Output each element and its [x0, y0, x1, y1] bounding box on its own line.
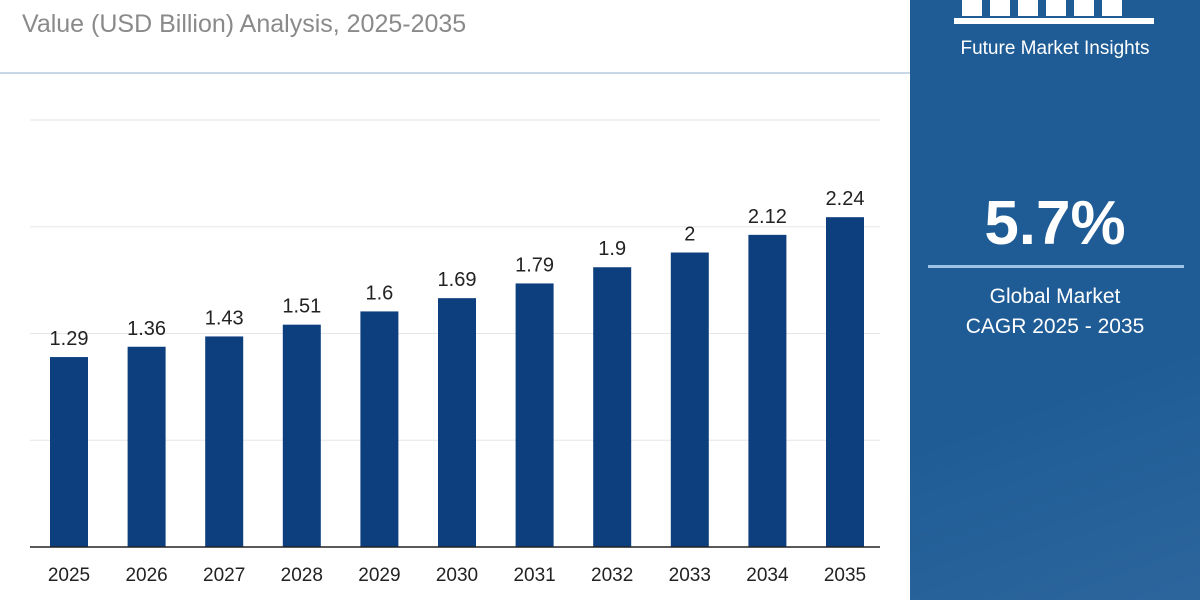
x-tick-2028: 2028 [281, 565, 323, 586]
chart-subtitle: Value (USD Billion) Analysis, 2025-2035 [22, 10, 467, 38]
x-tick-2033: 2033 [669, 565, 711, 586]
x-tick-2035: 2035 [824, 565, 866, 586]
data-label-2029: 1.6 [365, 282, 393, 304]
x-tick-2034: 2034 [746, 565, 789, 586]
x-tick-2032: 2032 [591, 565, 633, 586]
x-tick-2031: 2031 [513, 565, 555, 586]
bar-2029 [360, 311, 399, 547]
bar-2031 [515, 283, 554, 547]
cagr-label-line2: CAGR 2025 - 2035 [965, 315, 1145, 338]
bar-2034 [748, 234, 787, 548]
panel-texture [910, 340, 1200, 600]
bar-2035 [826, 217, 864, 547]
bar-2026 [127, 346, 166, 547]
cagr-panel: Future Market Insights 5.7% Global Marke… [910, 0, 1200, 600]
brand-name: Future Market Insights [960, 38, 1150, 59]
data-label-2025: 1.29 [50, 328, 89, 350]
header-divider [0, 72, 910, 74]
cagr-label-line1: Global Market [989, 285, 1121, 308]
bar-columns-logo-icon [954, 0, 1154, 24]
bar-2032 [593, 267, 632, 547]
data-label-2027: 1.43 [205, 307, 244, 329]
data-label-2032: 1.9 [598, 238, 626, 260]
x-tick-2026: 2026 [125, 565, 167, 586]
data-label-2028: 1.51 [282, 296, 321, 318]
x-tick-2025: 2025 [48, 565, 90, 586]
cagr-label: Global Market CAGR 2025 - 2035 [910, 282, 1200, 342]
bar-2027 [205, 336, 244, 547]
data-label-2026: 1.36 [127, 318, 166, 340]
data-label-2031: 1.79 [515, 254, 554, 276]
x-tick-2029: 2029 [358, 565, 400, 586]
data-label-2030: 1.69 [438, 269, 477, 291]
bar-chart: 1.29 1.36 1.431.511.61.691.791.922.122.24 … [30, 119, 880, 586]
bar-2033 [670, 252, 709, 547]
data-label-2035: 2.24 [826, 188, 865, 210]
x-tick-2030: 2030 [436, 565, 478, 586]
data-label-2033: 2 [684, 224, 695, 246]
data-labels: 1.29 1.36 1.43 1.51 1.6 1.69 1.79 1.9 2 2.12 2.24 [50, 188, 865, 350]
data-label-2034: 2.12 [748, 206, 787, 228]
bar-2028 [282, 324, 321, 547]
x-tick-2027: 2027 [203, 565, 245, 586]
bars [50, 217, 864, 548]
bar-2025 [50, 357, 88, 547]
cagr-value: 5.7% [984, 189, 1126, 258]
bar-2030 [438, 298, 476, 547]
x-tick-labels: 2025 2026 2027 2028 2029 2030 2031 2032 2033 2034… [48, 565, 866, 586]
cagr-divider [928, 265, 1184, 268]
